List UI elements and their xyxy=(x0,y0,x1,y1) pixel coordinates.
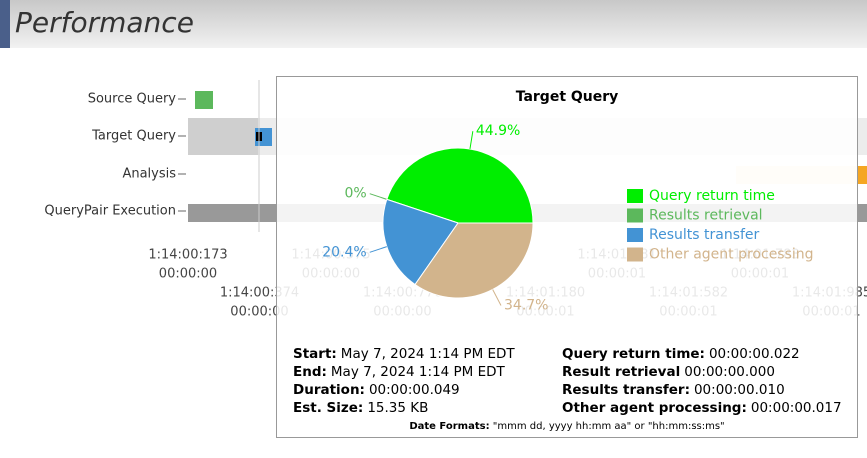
label-connector xyxy=(369,246,387,253)
detail-line: Est. Size: 15.35 KB xyxy=(293,400,428,416)
row-label: Analysis xyxy=(122,167,176,182)
pie-slice xyxy=(382,198,459,286)
label-connector xyxy=(492,289,502,306)
tooltip: Target Query 44.9% 0% 20.4% 34.7% Query retu… xyxy=(276,76,858,438)
data-label: 34.7% xyxy=(504,297,548,313)
detail-line: Start: May 7, 2024 1:14 PM EDT xyxy=(293,346,515,362)
legend-swatch xyxy=(627,247,643,262)
detail-value: 00:00:00.022 xyxy=(709,346,800,362)
header-bar xyxy=(0,0,867,48)
detail-value: 00:00:00.000 xyxy=(684,364,775,380)
detail-value: 00:00:00.017 xyxy=(751,400,842,416)
legend-swatch xyxy=(627,228,643,242)
row-band xyxy=(188,118,258,155)
detail-line: Result retrieval 00:00:00.000 xyxy=(562,364,775,380)
detail-label: Other agent processing: xyxy=(562,400,747,416)
row-label: Source Query xyxy=(88,92,177,107)
pie-slice xyxy=(414,222,534,299)
pie-title: Target Query xyxy=(516,89,619,105)
legend-swatch xyxy=(627,189,643,203)
detail-label: End: xyxy=(293,364,327,380)
x-tick: 1:14:00:173 00:00:00 xyxy=(148,248,227,282)
legend-label: Results retrieval xyxy=(649,208,763,224)
detail-label: Start: xyxy=(293,346,337,362)
legend-label: Other agent processing xyxy=(649,247,814,263)
x-tick-elapsed: 00:00:00 xyxy=(159,267,217,282)
detail-line: Duration: 00:00:00.049 xyxy=(293,382,460,398)
legend-swatch xyxy=(627,208,643,223)
pie-slice xyxy=(386,147,534,224)
data-label: 44.9% xyxy=(476,123,520,139)
tooltip-box xyxy=(276,76,858,438)
row-label: Target Query xyxy=(91,129,176,144)
detail-label: Est. Size: xyxy=(293,400,363,416)
detail-value: 00:00:00.010 xyxy=(694,382,785,398)
detail-line: End: May 7, 2024 1:14 PM EDT xyxy=(293,364,506,380)
data-label: 0% xyxy=(345,186,367,202)
detail-line: Query return time: 00:00:00.022 xyxy=(562,346,800,362)
detail-value: 15.35 KB xyxy=(367,400,428,416)
x-tick-elapsed: 00:00:00 xyxy=(230,305,288,320)
data-label: 20.4% xyxy=(322,244,366,260)
bar xyxy=(195,91,213,109)
legend-label: Query return time xyxy=(649,188,775,204)
label-connector xyxy=(369,193,387,200)
detail-label: Results transfer: xyxy=(562,382,690,398)
label-connector xyxy=(469,131,474,150)
detail-line: Other agent processing: 00:00:00.017 xyxy=(562,400,842,416)
detail-value: 00:00:00.049 xyxy=(369,382,460,398)
bar xyxy=(858,166,867,184)
header-title: Performance xyxy=(15,6,194,39)
header-accent xyxy=(0,0,10,48)
row-label: QueryPair Execution xyxy=(44,204,176,219)
pie: 44.9% 0% 20.4% 34.7% Query return time Result… xyxy=(322,123,813,313)
detail-label: Duration: xyxy=(293,382,365,398)
detail-line: Results transfer: 00:00:00.010 xyxy=(562,382,785,398)
x-tick-time: 1:14:00:173 xyxy=(148,248,227,263)
legend-label: Results transfer xyxy=(649,227,760,243)
detail-value: May 7, 2024 1:14 PM EDT xyxy=(331,364,506,380)
detail-label: Query return time: xyxy=(562,346,705,362)
detail-label: Result retrieval xyxy=(562,364,680,380)
footer: Date Formats: "mmm dd, yyyy hh:mm aa" or… xyxy=(409,421,724,432)
footer-text: "mmm dd, yyyy hh:mm aa" or "hh:mm:ss:ms" xyxy=(493,421,725,432)
footer-label: Date Formats: xyxy=(409,421,489,432)
detail-value: May 7, 2024 1:14 PM EDT xyxy=(341,346,516,362)
